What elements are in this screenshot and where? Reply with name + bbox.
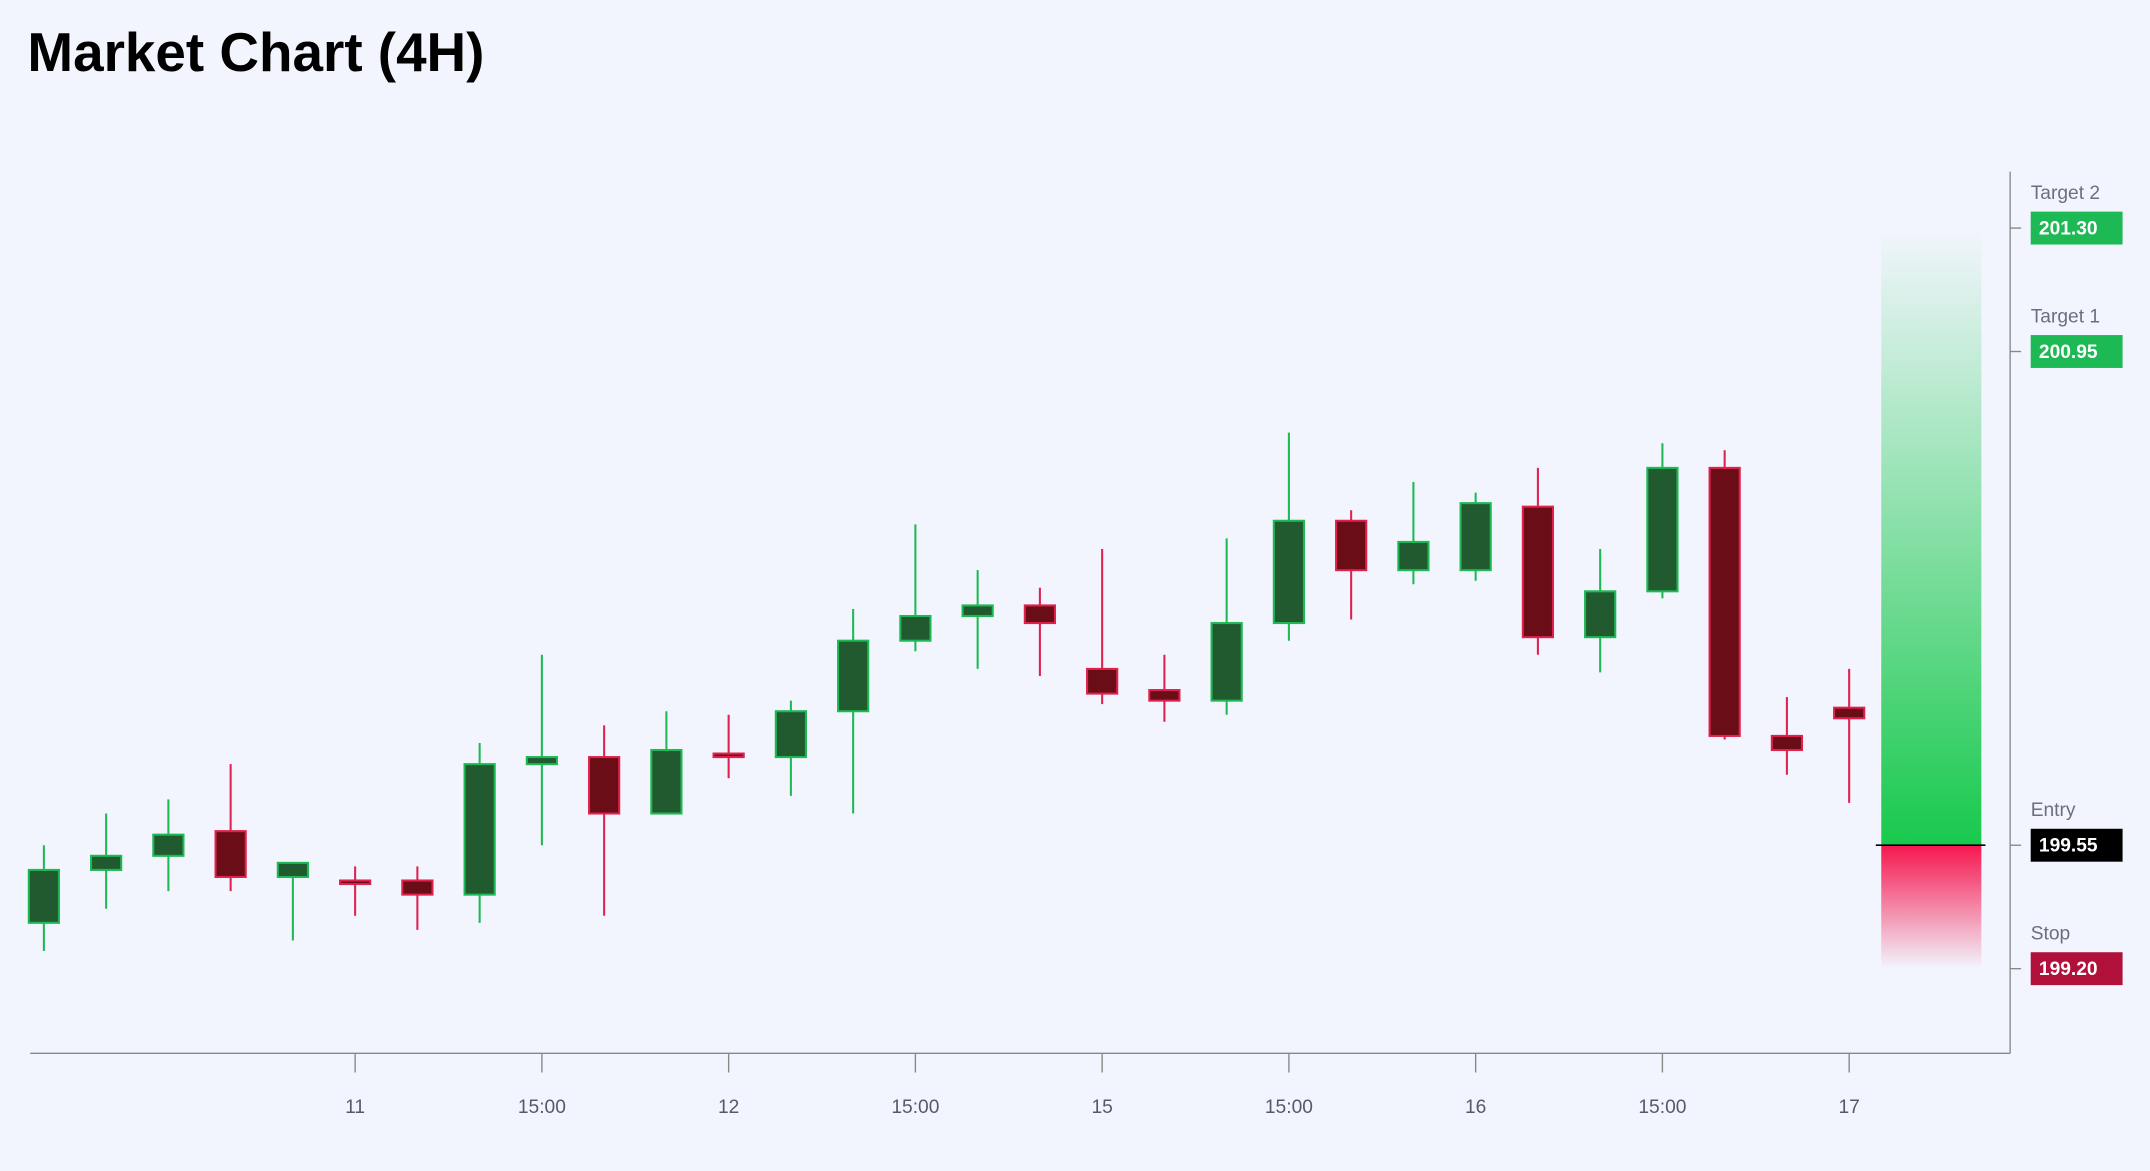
x-tick-label: 17 (1838, 1097, 1859, 1118)
candle-body (712, 752, 745, 759)
level-box (2030, 828, 2123, 862)
x-tick-label: 15:00 (1265, 1097, 1313, 1118)
x-tick-label: 16 (1465, 1097, 1486, 1118)
candle-body (1148, 689, 1181, 702)
level-name: Entry (2031, 800, 2076, 821)
candle-body (1086, 667, 1119, 695)
x-tick-label: 15:00 (518, 1097, 566, 1118)
candle-body (1335, 519, 1368, 572)
level-box (2030, 211, 2123, 245)
candle-body (1397, 540, 1430, 572)
candle-body (1272, 519, 1306, 625)
level-value: 201.30 (2039, 219, 2098, 240)
candle-body (961, 604, 994, 618)
level-name: Target 1 (2031, 306, 2100, 327)
candle-body (1770, 734, 1804, 752)
candle-body (588, 756, 621, 815)
level-name: Stop (2031, 923, 2070, 944)
candle-body (1646, 466, 1679, 593)
candle-body (339, 879, 372, 886)
level-name: Target 2 (2031, 183, 2100, 204)
level-box (2030, 952, 2123, 986)
candle-body (401, 879, 434, 896)
candle-body (1210, 622, 1243, 702)
candle-body (463, 763, 496, 896)
candle-body (1023, 604, 1057, 625)
x-tick-label: 15:00 (891, 1097, 939, 1118)
candle-body (650, 748, 683, 815)
candle-body (90, 854, 123, 871)
candle-body (837, 639, 870, 713)
candle-body (1521, 505, 1555, 639)
candle-body (152, 833, 185, 857)
x-tick-label: 12 (718, 1097, 739, 1118)
candle-body (27, 868, 60, 924)
candle-body (214, 830, 247, 879)
level-value: 199.20 (2039, 959, 2098, 980)
candle-body (1833, 706, 1866, 720)
chart-title: Market Chart (4H) (27, 21, 484, 83)
loss-zone (1881, 845, 1982, 969)
candle-body (1584, 590, 1617, 639)
level-box (2030, 335, 2123, 368)
candle-body (276, 861, 309, 879)
level-value: 199.55 (2039, 836, 2098, 857)
candle-body (525, 756, 558, 766)
profit-zone (1881, 228, 1982, 846)
x-tick-label: 15:00 (1638, 1097, 1686, 1118)
x-tick-label: 15 (1091, 1097, 1112, 1118)
x-tick-label: 11 (345, 1097, 365, 1118)
candle-body (899, 614, 932, 642)
candle-body (1459, 502, 1492, 572)
candle-body (774, 710, 808, 759)
candle-body (1708, 466, 1741, 737)
level-value: 200.95 (2039, 342, 2098, 363)
